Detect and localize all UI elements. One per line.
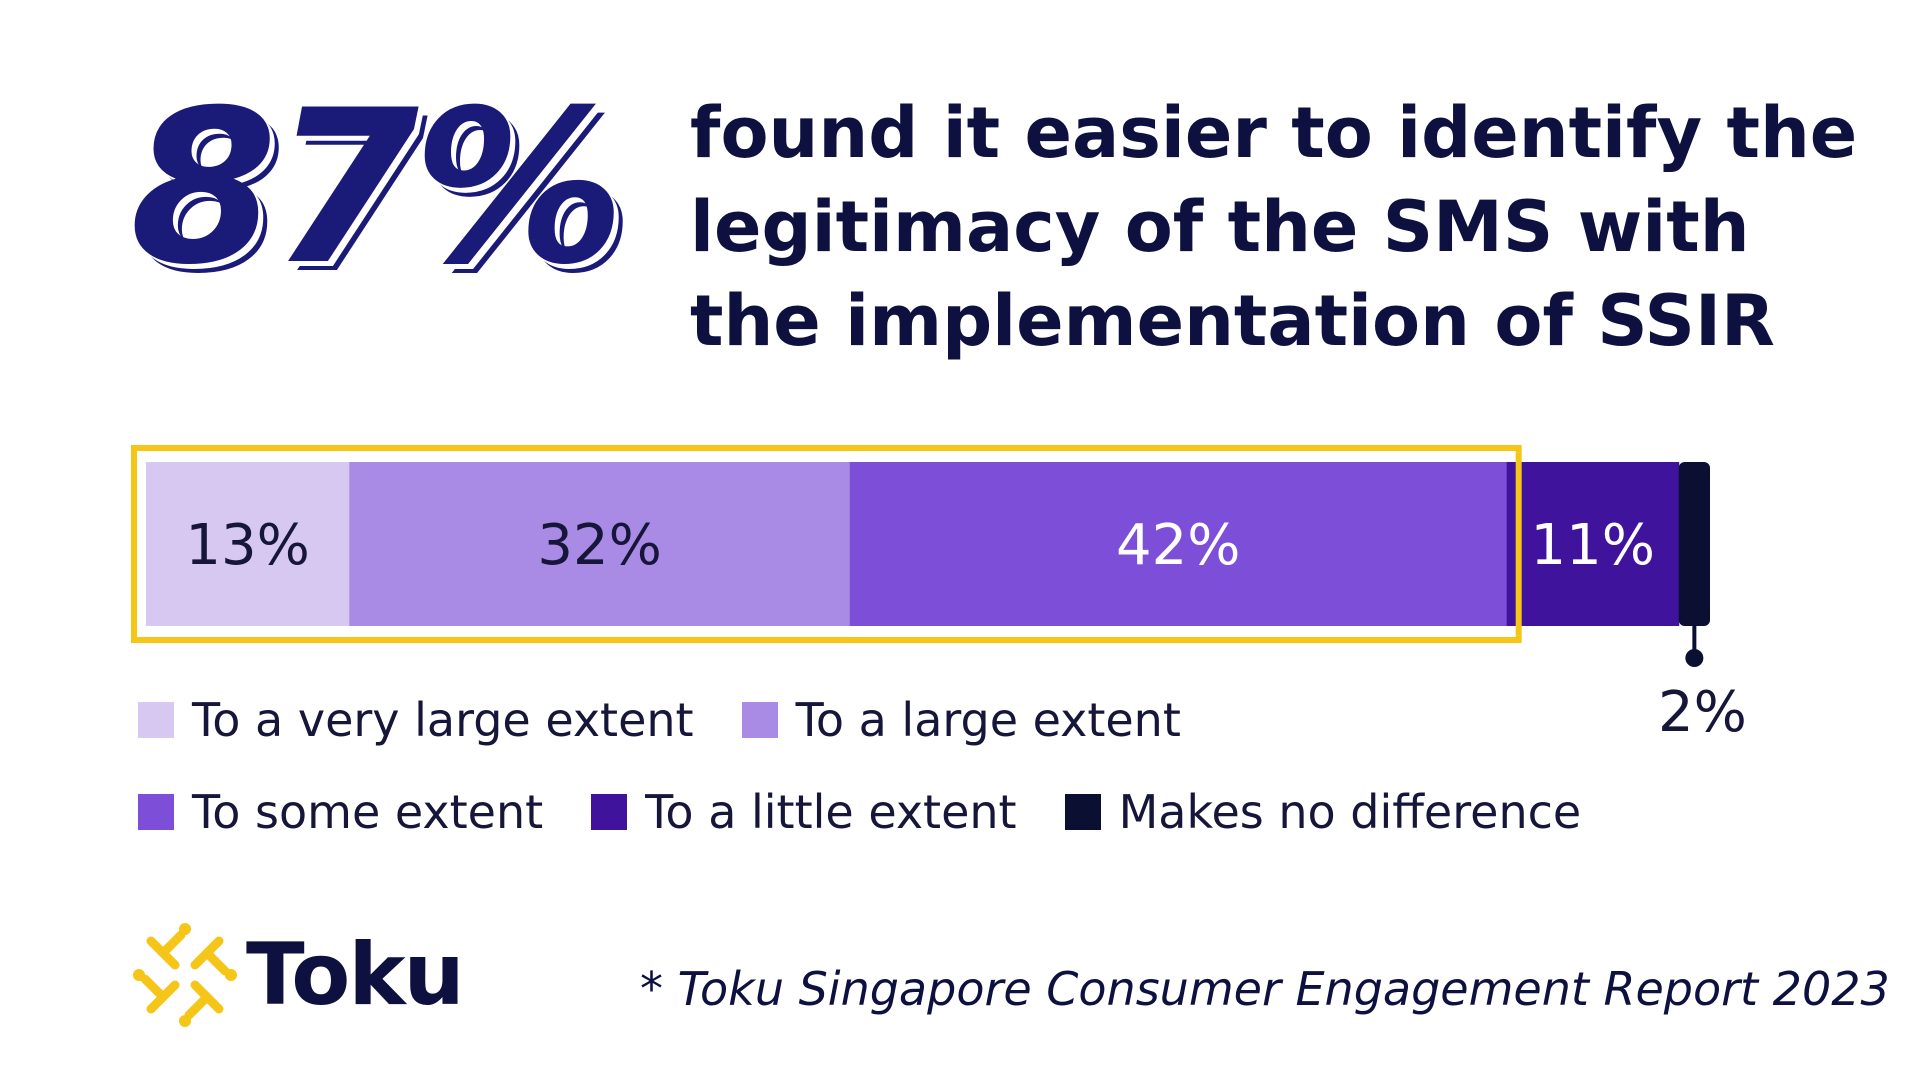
toku-logo-icon: [133, 923, 237, 1027]
legend-swatch: [741, 702, 778, 738]
toku-logo: Toku: [130, 920, 465, 1030]
legend-item-no-difference: Makes no difference: [1064, 785, 1582, 839]
bar-segment-5: [1678, 462, 1710, 626]
headline-text: found it easier to identify the legitima…: [690, 92, 1858, 362]
logo-text: Toku: [246, 925, 465, 1025]
legend-item-little: To a little extent: [591, 785, 1017, 839]
legend-row-1: To a very large extent To a large extent: [138, 690, 1738, 750]
legend-label: To a little extent: [645, 785, 1017, 839]
legend-label: To some extent: [192, 785, 544, 839]
bar-segment-4: [1506, 462, 1680, 626]
headline-stat: 87%: [130, 64, 625, 311]
legend-swatch: [591, 794, 628, 830]
bar-segment-1: [146, 462, 350, 626]
legend-label: To a large extent: [795, 693, 1181, 747]
legend-item-very-large: To a very large extent: [138, 693, 694, 747]
bar-label-1: 13%: [185, 513, 309, 578]
legend-label: Makes no difference: [1118, 785, 1582, 839]
legend-swatch: [1064, 794, 1101, 830]
legend-label: To a very large extent: [192, 693, 694, 747]
bar-segment-2: [349, 462, 851, 626]
leader-dot: [1685, 649, 1704, 667]
bar-label-3: 42%: [1116, 513, 1240, 578]
highlight-frame: [131, 445, 1522, 643]
legend-swatch: [138, 794, 174, 830]
legend-item-some: To some extent: [138, 785, 543, 839]
bar-segment-3: [849, 462, 1508, 626]
bar-label-4: 11%: [1530, 513, 1654, 578]
legend-swatch: [138, 702, 174, 738]
data-label-no-difference: 2%: [1658, 680, 1747, 745]
legend-row-2: To some extent To a little extent Makes …: [138, 782, 1738, 842]
bar-label-2: 32%: [537, 513, 661, 578]
source-note: * Toku Singapore Consumer Engagement Rep…: [640, 962, 1890, 1016]
legend-item-large: To a large extent: [741, 693, 1181, 747]
chart-legend: To a very large extent To a large extent…: [138, 690, 1738, 874]
